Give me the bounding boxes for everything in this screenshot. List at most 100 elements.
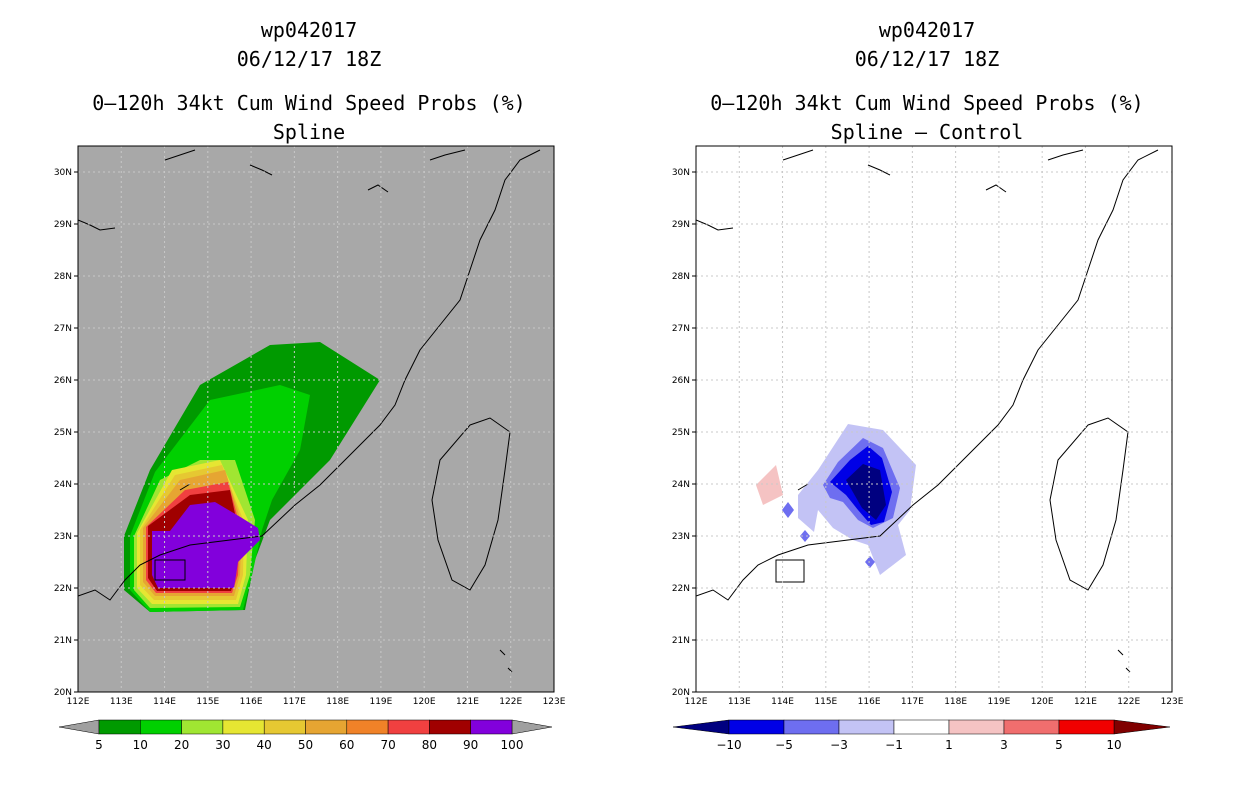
colorbar-segment	[1003, 719, 1060, 735]
colorbar-label: 5	[1055, 738, 1063, 752]
contour-pos-1	[756, 465, 783, 505]
colorbar-segment	[838, 719, 895, 735]
colorbar-label: 20	[174, 738, 189, 752]
lon-tick-label: 123E	[543, 697, 566, 707]
colorbar-label: 3	[1000, 738, 1008, 752]
lon-tick-label: 122E	[1117, 697, 1140, 707]
colorbar-label: 30	[215, 738, 230, 752]
contour-neg-10	[846, 464, 886, 520]
lat-tick-label: 26N	[54, 376, 72, 386]
lon-tick-label: 116E	[858, 697, 881, 707]
colorbar-label: −3	[830, 738, 848, 752]
lon-tick-label: 119E	[987, 697, 1010, 707]
lon-tick-label: 114E	[771, 697, 794, 707]
lat-tick-label: 20N	[672, 688, 690, 698]
colorbar-segment	[728, 719, 785, 735]
colorbar-segment	[222, 719, 265, 735]
lat-tick-label: 22N	[54, 584, 72, 594]
colorbar-over-arrow	[511, 719, 553, 735]
lon-tick-label: 122E	[499, 697, 522, 707]
lon-tick-label: 118E	[944, 697, 967, 707]
colorbar-label: 70	[380, 738, 395, 752]
colorbar-segment	[346, 719, 389, 735]
lat-tick-label: 28N	[672, 272, 690, 282]
lat-tick-label: 29N	[54, 220, 72, 230]
subtitle: Spline – Control	[830, 120, 1024, 144]
lat-tick-label: 21N	[54, 636, 72, 646]
lon-tick-label: 119E	[369, 697, 392, 707]
grid-lines	[78, 146, 554, 692]
colorbar-label: 100	[501, 738, 524, 752]
lon-tick-label: 116E	[240, 697, 263, 707]
lat-tick-label: 22N	[672, 584, 690, 594]
lat-tick-label: 23N	[54, 532, 72, 542]
coastline	[696, 149, 1159, 673]
colorbar-under-arrow	[58, 719, 100, 735]
colorbar-label: 5	[95, 738, 103, 752]
lat-tick-label: 24N	[672, 480, 690, 490]
lat-tick-label: 24N	[54, 480, 72, 490]
lon-tick-label: 118E	[326, 697, 349, 707]
lon-tick-label: 123E	[1161, 697, 1184, 707]
colorbar-difference: −10 −5 −3 −1 1 3 5 10	[672, 719, 1171, 752]
spot-2	[800, 530, 810, 542]
colorbar-segment	[305, 719, 348, 735]
panel-spline: wp042017 06/12/17 18Z 0–120h 34kt Cum Wi…	[54, 18, 566, 752]
colorbar-spline: 5 10 20 30 40 50 60 70 80 90 100	[58, 719, 553, 752]
lon-tick-label: 115E	[814, 697, 837, 707]
colorbar-label: 60	[339, 738, 354, 752]
grid-lines	[696, 146, 1172, 692]
lon-tick-label: 121E	[456, 697, 479, 707]
lon-tick-label: 115E	[196, 697, 219, 707]
subtitle: Spline	[272, 120, 346, 144]
map-difference: 112E 113E 114E 115E 116E 117E 118E 119E 120E 121E…	[672, 145, 1184, 752]
datetime: 06/12/17 18Z	[854, 47, 1000, 71]
colorbar-label: −5	[775, 738, 793, 752]
storm-id: wp042017	[260, 18, 358, 42]
axis-ticks: 112E 113E 114E 115E 116E 117E 118E 119E 120E 121E…	[54, 168, 566, 707]
colorbar-label: 10	[133, 738, 148, 752]
lon-tick-label: 112E	[685, 697, 708, 707]
colorbar-segment	[263, 719, 306, 735]
lon-tick-label: 120E	[413, 697, 436, 707]
lon-tick-label: 117E	[283, 697, 306, 707]
spot-1	[782, 502, 794, 518]
colorbar-label: 10	[1106, 738, 1121, 752]
spot-3	[865, 556, 875, 568]
lat-tick-label: 28N	[54, 272, 72, 282]
map-spline: 112E 113E 114E 115E 116E 117E 118E 119E 120E 121E…	[54, 145, 566, 752]
lat-tick-label: 23N	[672, 532, 690, 542]
colorbar-label: 1	[945, 738, 953, 752]
product-title: 0–120h 34kt Cum Wind Speed Probs (%)	[92, 91, 526, 115]
product-title: 0–120h 34kt Cum Wind Speed Probs (%)	[710, 91, 1144, 115]
colorbar-label: 40	[257, 738, 272, 752]
lat-tick-label: 29N	[672, 220, 690, 230]
lon-tick-label: 121E	[1074, 697, 1097, 707]
colorbar-segment	[387, 719, 430, 735]
colorbar-label: 80	[422, 738, 437, 752]
map-background	[696, 146, 1172, 692]
colorbar-label: −1	[885, 738, 903, 752]
storm-id: wp042017	[878, 18, 976, 42]
lat-tick-label: 26N	[672, 376, 690, 386]
colorbar-segment	[470, 719, 513, 735]
difference-contours	[756, 424, 916, 575]
lat-tick-label: 30N	[672, 168, 690, 178]
colorbar-label: −10	[716, 738, 741, 752]
map-frame	[695, 145, 1173, 693]
lon-tick-label: 120E	[1031, 697, 1054, 707]
lat-tick-label: 25N	[54, 428, 72, 438]
colorbar-over-arrow	[1113, 719, 1171, 735]
lat-tick-label: 25N	[672, 428, 690, 438]
lon-tick-label: 117E	[901, 697, 924, 707]
datetime: 06/12/17 18Z	[236, 47, 382, 71]
colorbar-segment	[948, 719, 1005, 735]
lon-tick-label: 112E	[67, 697, 90, 707]
lat-tick-label: 21N	[672, 636, 690, 646]
lon-tick-label: 113E	[728, 697, 751, 707]
panel-spline-minus-control: wp042017 06/12/17 18Z 0–120h 34kt Cum Wi…	[618, 0, 1236, 800]
lat-tick-label: 27N	[672, 324, 690, 334]
colorbar-segment	[181, 719, 224, 735]
contour-100	[152, 502, 260, 588]
axis-ticks: 112E 113E 114E 115E 116E 117E 118E 119E 120E 121E…	[672, 168, 1184, 707]
